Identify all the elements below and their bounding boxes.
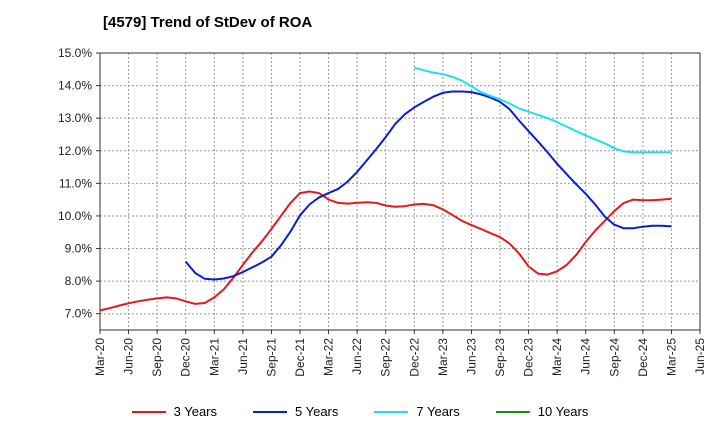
x-tick-label: Jun-21 <box>236 338 250 375</box>
y-tick-label: 12.0% <box>58 144 92 158</box>
x-tick-label: Dec-22 <box>407 338 421 377</box>
x-tick-label: Dec-20 <box>179 338 193 377</box>
y-tick-label: 7.0% <box>65 307 93 321</box>
legend-swatch <box>495 410 530 413</box>
x-tick-label: Jun-22 <box>350 338 364 375</box>
y-tick-label: 14.0% <box>58 79 92 93</box>
x-tick-label: Mar-21 <box>207 338 221 376</box>
x-tick-label: Mar-20 <box>93 338 107 376</box>
x-tick-label: Sep-24 <box>607 338 621 377</box>
y-tick-label: 15.0% <box>58 46 92 60</box>
x-tick-label: Jun-23 <box>464 338 478 375</box>
x-tick-label: Dec-23 <box>522 338 536 377</box>
legend-swatch <box>131 410 166 413</box>
legend-label: 3 Years <box>173 404 217 419</box>
legend-label: 7 Years <box>416 404 460 419</box>
x-tick-label: Sep-20 <box>150 338 164 377</box>
legend-label: 10 Years <box>537 404 589 419</box>
x-tick-label: Mar-23 <box>436 338 450 376</box>
series-line-7-years <box>414 66 672 154</box>
y-tick-label: 8.0% <box>65 274 93 288</box>
x-tick-label: Sep-21 <box>264 338 278 377</box>
x-tick-label: Dec-21 <box>293 338 307 377</box>
x-tick-label: Mar-25 <box>664 338 678 376</box>
x-tick-label: Sep-23 <box>493 338 507 377</box>
legend-swatch <box>253 410 287 413</box>
y-tick-label: 9.0% <box>65 242 93 256</box>
x-tick-label: Dec-24 <box>636 338 650 377</box>
y-tick-label: 10.0% <box>58 209 92 223</box>
grid-lines <box>99 52 701 330</box>
x-tick-label: Sep-22 <box>379 338 393 377</box>
legend: 3 Years 5 Years 7 Years 10 Years <box>0 404 720 419</box>
legend-swatch <box>374 410 409 413</box>
legend-label: 5 Years <box>295 404 339 419</box>
plot-frame <box>99 52 701 331</box>
legend-item: 5 Years <box>253 404 338 419</box>
x-tick-label: Mar-24 <box>550 338 564 376</box>
x-axis-ticks: Mar-20 Jun-20 Sep-20 Dec-20 Mar-21 Jun-21 Sep-… <box>93 330 707 377</box>
x-tick-label: Mar-22 <box>322 338 336 376</box>
legend-item: 10 Years <box>495 404 589 419</box>
series-line-5-years <box>184 90 672 281</box>
x-tick-label: Jun-20 <box>122 338 136 375</box>
y-tick-label: 13.0% <box>58 111 92 125</box>
y-tick-label: 11.0% <box>59 176 92 190</box>
series-lines <box>99 66 672 312</box>
series-line-3-years <box>99 190 672 312</box>
legend-item: 3 Years <box>131 404 217 419</box>
chart-title: [4579] Trend of StDev of ROA <box>103 14 313 31</box>
plot-border <box>99 52 701 331</box>
x-tick-label: Jun-24 <box>579 338 593 375</box>
legend-item: 7 Years <box>374 404 460 419</box>
y-axis-ticks: 7.0% 8.0% 9.0% 10.0% 11.0% 12.0% 13.0% 14.0% 15.… <box>58 46 100 321</box>
x-tick-label: Jun-25 <box>693 338 707 375</box>
